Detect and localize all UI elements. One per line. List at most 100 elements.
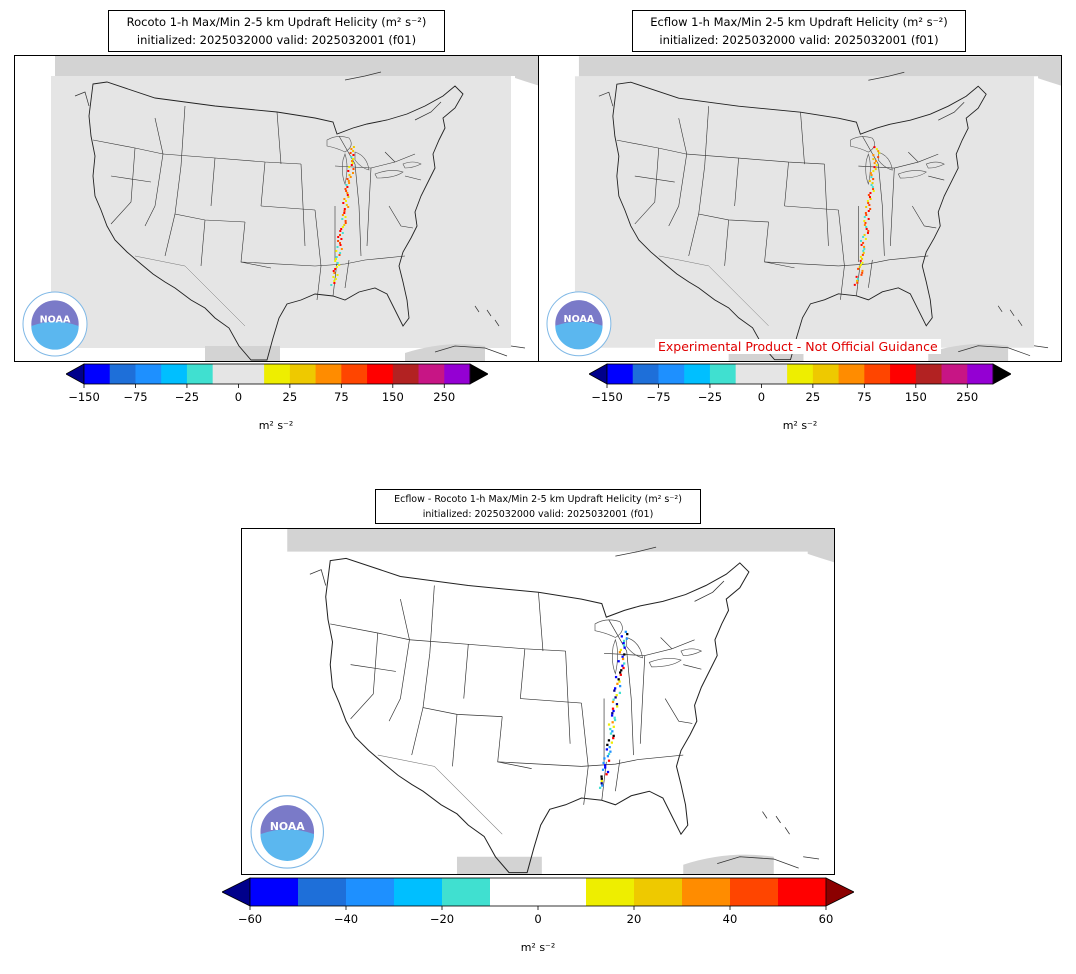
helicity-pixel <box>615 703 619 706</box>
great-lake <box>925 161 945 169</box>
helicity-pixel <box>869 198 872 201</box>
helicity-pixel <box>339 242 341 244</box>
helicity-pixel <box>863 245 866 248</box>
state-border <box>678 118 688 155</box>
helicity-pixel <box>616 682 619 685</box>
state-border <box>497 761 582 767</box>
helicity-pixel <box>868 180 871 183</box>
helicity-swath <box>598 630 629 789</box>
helicity-pixel <box>349 152 352 154</box>
helicity-pixel <box>618 691 622 695</box>
helicity-pixel <box>606 770 610 774</box>
state-border <box>634 148 660 225</box>
helicity-pixel <box>863 247 866 250</box>
great-lake <box>354 151 370 171</box>
colorbar-segment <box>682 878 731 906</box>
helicity-pixel <box>336 262 339 264</box>
great-lake <box>594 619 623 638</box>
title-line1: Ecflow - Rocoto 1-h Max/Min 2-5 km Updra… <box>394 494 682 505</box>
helicity-pixel <box>610 741 613 744</box>
colorbar-segment <box>135 364 162 384</box>
colorbar-tick-label: 20 <box>627 912 642 926</box>
state-border <box>110 175 152 183</box>
helicity-pixel <box>858 265 861 268</box>
helicity-pixel <box>614 675 618 679</box>
helicity-pixel <box>341 226 344 228</box>
helicity-pixel <box>865 225 868 228</box>
helicity-pixel <box>622 639 626 643</box>
helicity-pixel <box>611 712 614 715</box>
helicity-pixel <box>600 775 603 778</box>
helicity-pixel <box>877 156 880 159</box>
helicity-pixel <box>861 257 864 260</box>
helicity-pixel <box>600 779 603 783</box>
state-border <box>404 175 422 181</box>
colorbar-segment <box>289 364 317 384</box>
helicity-pixel <box>855 279 858 282</box>
colorbar-tick-label: −25 <box>698 390 722 404</box>
helicity-pixel <box>604 766 607 769</box>
state-border <box>698 166 769 223</box>
helicity-pixel <box>335 250 338 252</box>
colorbar-segment <box>341 364 368 384</box>
helicity-pixel <box>600 782 603 785</box>
mexico-border <box>134 255 246 327</box>
model-domain <box>574 76 1035 348</box>
helicity-pixel <box>608 746 611 749</box>
state-border <box>519 648 526 699</box>
helicity-pixel <box>866 200 869 203</box>
noaa-logo: NOAA <box>22 291 88 357</box>
helicity-pixel <box>857 267 860 270</box>
helicity-pixel <box>352 168 355 170</box>
helicity-pixel <box>339 230 342 232</box>
mexico-border <box>377 754 503 835</box>
colorbar-under-arrow <box>66 363 85 385</box>
title-line1: Rocoto 1-h Max/Min 2-5 km Updraft Helici… <box>126 15 427 29</box>
logo-text: NOAA <box>40 314 71 325</box>
great-lake <box>897 170 927 179</box>
state-border <box>180 105 186 167</box>
title-line2: initialized: 2025032000 valid: 202503200… <box>136 33 417 47</box>
coastline <box>775 815 781 824</box>
helicity-pixel <box>861 271 864 274</box>
colorbar-segment <box>538 878 587 906</box>
state-border <box>300 163 306 247</box>
helicity-pixel <box>618 680 621 683</box>
helicity-pixel <box>601 768 605 771</box>
state-border <box>162 153 302 165</box>
helicity-pixel <box>342 202 345 204</box>
colorbar-segment <box>634 878 683 906</box>
helicity-pixel <box>865 206 868 209</box>
helicity-pixel <box>872 158 875 161</box>
state-border <box>838 209 845 300</box>
colorbar-tick-label: 60 <box>819 912 834 926</box>
colorbar-segment <box>442 878 491 906</box>
state-border <box>800 112 805 165</box>
colorbar-tick-label: 0 <box>758 390 765 404</box>
helicity-pixel <box>856 281 859 284</box>
state-border <box>334 153 416 169</box>
logo-wave <box>31 321 79 350</box>
helicity-pixel <box>611 707 615 710</box>
state-border <box>764 261 839 267</box>
state-border <box>615 759 621 792</box>
helicity-pixel <box>334 268 337 270</box>
helicity-pixel <box>333 272 336 274</box>
great-lake <box>865 153 871 186</box>
colorbar-svg: −60 −40 −20 0 20 40 60 <box>222 877 854 926</box>
state-border <box>868 259 873 288</box>
helicity-pixel <box>344 220 347 222</box>
colorbar-tick-label: 75 <box>857 390 872 404</box>
helicity-pixel <box>868 204 871 207</box>
colorbar-tick-label: 150 <box>382 390 404 404</box>
helicity-pixel <box>609 727 612 731</box>
colorbar-segment <box>161 364 188 384</box>
helicity-pixel <box>622 642 625 645</box>
coastline <box>486 309 492 317</box>
coastline <box>474 305 480 313</box>
great-lake <box>402 161 422 169</box>
state-border <box>422 653 503 717</box>
coastline <box>494 319 500 327</box>
colorbar-segment <box>392 364 420 384</box>
helicity-pixel <box>861 253 864 256</box>
